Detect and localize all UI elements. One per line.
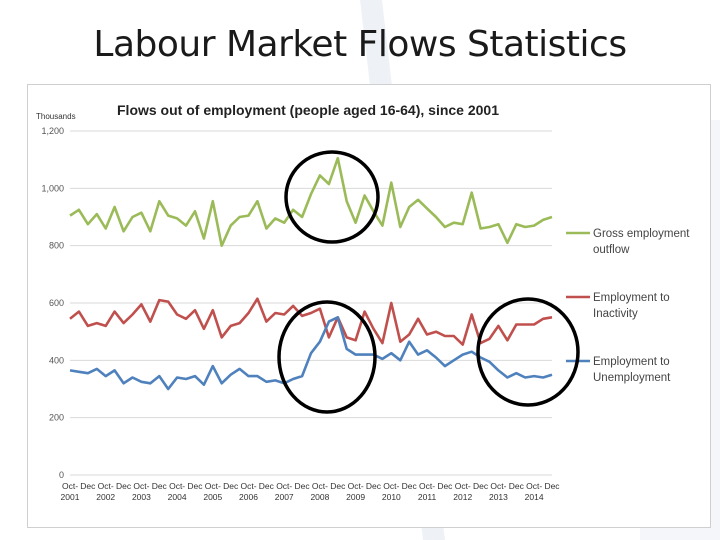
slide-title: Labour Market Flows Statistics (93, 24, 627, 65)
x-tick-year-label: 2010 (382, 492, 401, 502)
legend-label-1: outflow (593, 244, 630, 256)
y-tick-label: 1,200 (41, 126, 64, 136)
x-tick-label: Oct- (348, 481, 364, 491)
y-tick-label: 800 (49, 241, 64, 251)
x-tick-label: Oct- (276, 481, 292, 491)
x-tick-year-label: 2005 (203, 492, 222, 502)
y-tick-label: 0 (59, 470, 64, 480)
x-tick-label: Oct- (62, 481, 78, 491)
x-tick-label: Dec (223, 481, 239, 491)
x-tick-label: Dec (187, 481, 203, 491)
legend-label-2: Employment to (593, 292, 670, 304)
x-tick-label: Dec (259, 481, 275, 491)
x-tick-year-label: 2012 (453, 492, 472, 502)
chart-title: Flows out of employment (people aged 16-… (117, 102, 499, 118)
chart-frame: Flows out of employment (people aged 16-… (27, 84, 711, 528)
highlight-circle-unemployment-peak (277, 300, 377, 414)
x-tick-label: Oct- (133, 481, 149, 491)
legend-label-2: Inactivity (593, 308, 638, 320)
y-tick-label: 600 (49, 298, 64, 308)
x-tick-year-label: 2006 (239, 492, 258, 502)
x-tick-year-label: 2008 (310, 492, 329, 502)
x-tick-year-label: 2013 (489, 492, 508, 502)
x-tick-label: Dec (116, 481, 132, 491)
x-tick-label: Oct- (455, 481, 471, 491)
series-line-3 (69, 316, 553, 391)
x-tick-label: Oct- (312, 481, 328, 491)
x-tick-label: Dec (509, 481, 525, 491)
x-tick-label: Oct- (490, 481, 506, 491)
y-axis-unit-label: Thousands (36, 112, 76, 121)
x-tick-year-label: 2004 (168, 492, 187, 502)
highlight-circle-gross-peak (284, 150, 380, 244)
x-tick-label: Dec (80, 481, 96, 491)
x-tick-label: Dec (402, 481, 418, 491)
x-tick-label: Oct- (205, 481, 221, 491)
legend-label-3: Employment to (593, 356, 670, 368)
x-tick-label: Dec (366, 481, 382, 491)
x-tick-year-label: 2001 (61, 492, 80, 502)
x-tick-label: Dec (330, 481, 346, 491)
x-tick-year-label: 2009 (346, 492, 365, 502)
x-tick-label: Dec (295, 481, 311, 491)
x-tick-label: Dec (437, 481, 453, 491)
series-line-1 (69, 156, 553, 247)
series-line-2 (69, 297, 553, 346)
legend-label-1: Gross employment (593, 228, 690, 240)
x-tick-label: Oct- (169, 481, 185, 491)
y-tick-label: 1,000 (41, 183, 64, 193)
x-tick-year-label: 2007 (275, 492, 294, 502)
x-tick-label: Dec (152, 481, 168, 491)
x-tick-label: Oct- (98, 481, 114, 491)
x-tick-label: Oct- (419, 481, 435, 491)
y-tick-label: 400 (49, 355, 64, 365)
x-tick-label: Dec (544, 481, 560, 491)
highlight-circle-recent-decline (476, 297, 580, 407)
x-tick-year-label: 2014 (525, 492, 544, 502)
x-tick-year-label: 2002 (96, 492, 115, 502)
legend-label-3: Unemployment (593, 372, 671, 384)
x-tick-label: Oct- (526, 481, 542, 491)
x-tick-label: Dec (473, 481, 489, 491)
x-tick-year-label: 2003 (132, 492, 151, 502)
x-tick-label: Oct- (240, 481, 256, 491)
y-tick-label: 200 (49, 413, 64, 423)
line-chart: Flows out of employment (people aged 16-… (36, 102, 690, 502)
x-tick-year-label: 2011 (418, 492, 437, 502)
x-tick-label: Oct- (383, 481, 399, 491)
